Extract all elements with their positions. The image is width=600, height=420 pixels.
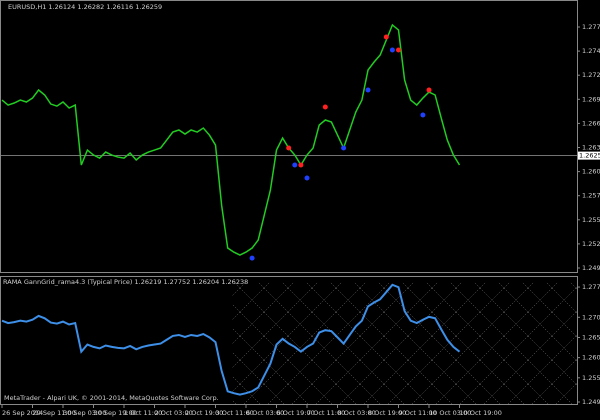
signal-arrow	[389, 47, 395, 53]
signal-arrow	[249, 255, 255, 261]
x-tick-label: 2 Oct 19:00	[185, 409, 223, 417]
signal-arrow	[383, 34, 389, 40]
x-tick-label: 6 Oct 19:00	[277, 409, 315, 417]
y-tick-label: 1.26000	[582, 354, 600, 362]
y-tick-label: 1.24900	[582, 398, 600, 406]
main-title: EURUSD,H1 1.26124 1.26282 1.26116 1.2625…	[8, 3, 162, 11]
signal-arrow	[322, 104, 328, 110]
last-price-label: 1.26259	[579, 152, 600, 160]
y-tick-label: 1.26070	[582, 168, 600, 176]
last-price-box	[578, 151, 600, 160]
gann-grid	[232, 282, 577, 404]
signal-arrow	[365, 87, 371, 93]
sub-frame	[0, 276, 578, 405]
price-line	[1, 283, 461, 396]
x-tick-label: 8 Oct 19:00	[368, 409, 406, 417]
main-frame	[0, 0, 578, 273]
y-tick-label: 1.25500	[582, 374, 600, 382]
y-tick-label: 1.26925	[582, 95, 600, 103]
x-tick-label: 1 Oct 11:00	[124, 409, 162, 417]
signal-arrow	[341, 145, 347, 151]
x-tick-label: 29 Sep 11:00	[33, 409, 76, 417]
signal-arrow	[304, 175, 310, 181]
y-tick-label: 1.27780	[582, 23, 600, 31]
signal-arrow	[298, 162, 304, 168]
x-tick-label: 26 Sep 2014	[2, 409, 43, 417]
signal-arrow	[396, 47, 401, 53]
y-tick-label: 1.25785	[582, 192, 600, 200]
x-tick-label: 8 Oct 03:00	[338, 409, 376, 417]
footer: MetaTrader - Alpari UK, © 2001-2014, Met…	[4, 394, 219, 402]
signal-arrow	[420, 112, 426, 118]
y-tick-label: 1.25500	[582, 216, 600, 224]
y-tick-label: 1.26640	[582, 119, 600, 127]
y-tick-label: 1.27752	[582, 283, 600, 291]
x-tick-label: 10 Oct 19:00	[460, 409, 502, 417]
y-tick-label: 1.26355	[582, 144, 600, 152]
x-tick-label: 30 Sep 03:00	[63, 409, 106, 417]
x-tick-label: 10 Oct 03:00	[429, 409, 471, 417]
x-tick-label: 2 Oct 03:00	[155, 409, 193, 417]
y-tick-label: 1.25215	[582, 240, 600, 248]
y-tick-label: 1.27495	[582, 47, 600, 55]
sub-title: RAMA GannGrid_rama4.3 (Typical Price) 1.…	[3, 278, 248, 286]
signal-arrow	[426, 87, 432, 93]
y-tick-label: 1.27210	[582, 71, 600, 79]
signal-arrow	[292, 162, 298, 168]
price-line	[1, 23, 461, 256]
x-tick-label: 3 Oct 11:00	[216, 409, 254, 417]
y-tick-label: 1.24930	[582, 264, 600, 272]
signal-arrow	[286, 145, 292, 151]
x-tick-label: 6 Oct 03:00	[246, 409, 284, 417]
y-tick-label: 1.27000	[582, 313, 600, 321]
x-tick-label: 30 Sep 19:00	[94, 409, 137, 417]
x-tick-label: 9 Oct 11:00	[399, 409, 437, 417]
x-tick-label: 7 Oct 11:00	[307, 409, 345, 417]
y-tick-label: 1.26500	[582, 333, 600, 341]
